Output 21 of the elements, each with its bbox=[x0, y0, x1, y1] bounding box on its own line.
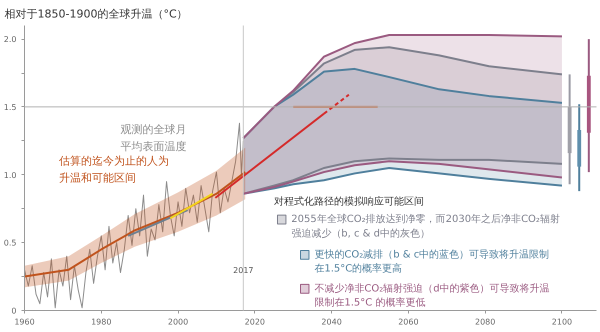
y-tick-label: 1.5 bbox=[4, 102, 17, 112]
y-axis-title: 相对于1850-1900的全球升温（°C） bbox=[4, 8, 188, 20]
x-tick-label: 1960 bbox=[14, 318, 35, 326]
text: 观测的全球月平均表面温度 bbox=[120, 123, 186, 154]
legend-label: 2055年全球CO₂排放达到净零，而2030年之后净非CO₂辐射强迫减少（b, c & d中的灰色） bbox=[291, 213, 560, 240]
x-tick-label: 2060 bbox=[398, 318, 419, 326]
x-tick-label: 2080 bbox=[474, 318, 496, 326]
x-tick-label: 2100 bbox=[552, 318, 572, 326]
text: 估算的迄今为止的人为升温和可能区间 bbox=[59, 154, 170, 184]
legend-label: 不减少净非CO₂辐射强迫（d中的紫色）可导致将升温限制在1.5°C 的概率更低 bbox=[314, 282, 550, 309]
x-tick-label: 2040 bbox=[321, 318, 342, 326]
y-tick-label: 0 bbox=[11, 306, 17, 316]
x-tick-label: 1980 bbox=[91, 318, 112, 326]
ref-line-label: 2017 bbox=[233, 266, 254, 275]
x-tick-label: 2020 bbox=[244, 318, 266, 326]
legend-title: 对程式化路径的模拟响应可能区间 bbox=[274, 196, 424, 208]
y-tick-label: 1.0 bbox=[4, 170, 17, 180]
x-tick-label: 2000 bbox=[168, 318, 188, 326]
legend-label: 更快的CO₂减排（b & c中的蓝色）可导致将升温限制在1.5°C的概率更高 bbox=[314, 248, 550, 275]
y-tick-label: 2.0 bbox=[4, 35, 17, 44]
y-tick-label: 0.5 bbox=[4, 238, 17, 248]
